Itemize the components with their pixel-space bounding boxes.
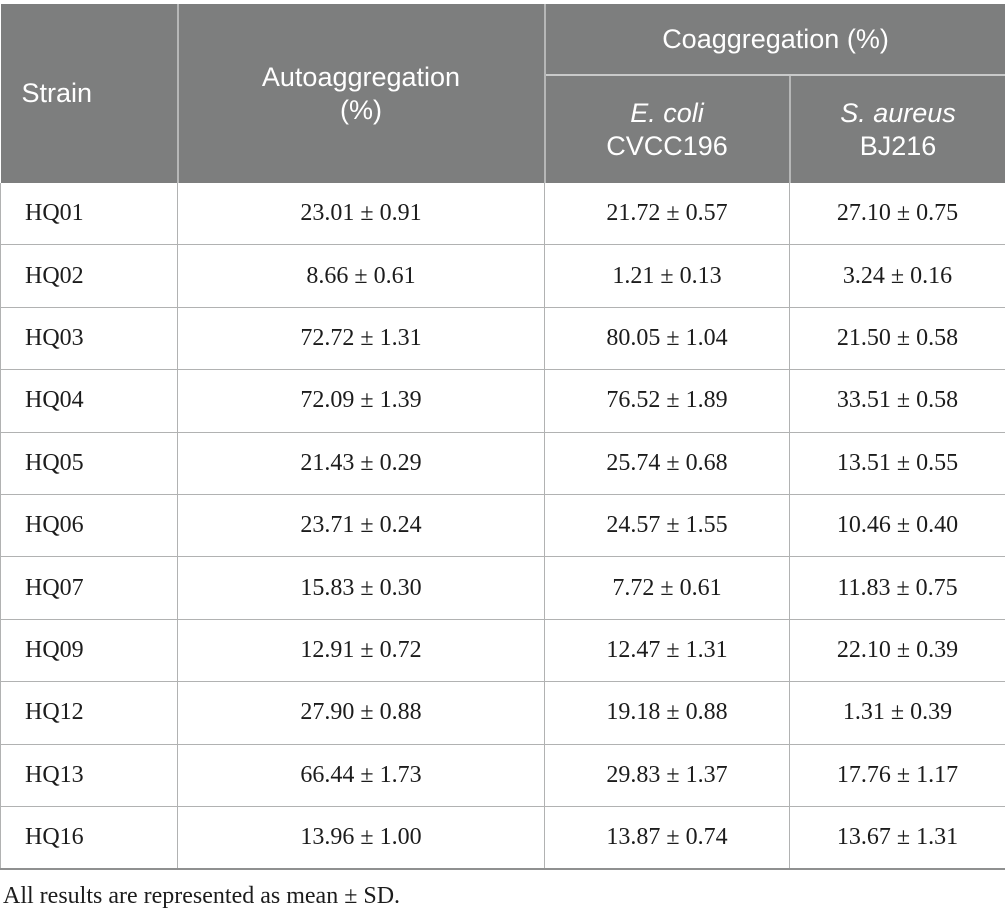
cell-autoaggregation: 66.44 ± 1.73 [177,744,545,807]
cell-strain: HQ04 [0,369,178,433]
cell-coagg-saureus: 33.51 ± 0.58 [789,369,1005,433]
table-row: HQ05 21.43 ± 0.29 25.74 ± 0.68 13.51 ± 0… [0,432,1005,495]
cell-autoaggregation: 27.90 ± 0.88 [177,681,545,745]
header-saureus-code: BJ216 [859,130,937,161]
cell-strain: HQ01 [0,183,178,246]
cell-coagg-saureus: 11.83 ± 0.75 [789,556,1005,620]
header-ecoli-code: CVCC196 [606,130,728,161]
aggregation-table: Strain Autoaggregation (%) Coaggregation… [0,4,1005,871]
header-autoaggregation-line2: (%) [340,94,382,125]
cell-coagg-saureus: 22.10 ± 0.39 [789,619,1005,683]
cell-strain: HQ07 [0,556,178,620]
cell-coagg-saureus: 1.31 ± 0.39 [789,681,1005,745]
cell-coagg-ecoli: 12.47 ± 1.31 [544,619,790,683]
cell-strain: HQ02 [0,244,178,308]
cell-coagg-ecoli: 29.83 ± 1.37 [544,744,790,807]
table-header: Strain Autoaggregation (%) Coaggregation… [0,4,1005,183]
cell-coagg-ecoli: 7.72 ± 0.61 [544,556,790,620]
cell-autoaggregation: 21.43 ± 0.29 [177,432,545,495]
table-row: HQ13 66.44 ± 1.73 29.83 ± 1.37 17.76 ± 1… [0,744,1005,807]
table-footnote: All results are represented as mean ± SD… [3,883,401,910]
table-body: HQ01 23.01 ± 0.91 21.72 ± 0.57 27.10 ± 0… [0,183,1005,871]
cell-coagg-saureus: 27.10 ± 0.75 [789,183,1005,246]
header-saureus: S. aureus BJ216 [789,75,1005,183]
table-row: HQ01 23.01 ± 0.91 21.72 ± 0.57 27.10 ± 0… [0,183,1005,246]
cell-autoaggregation: 23.01 ± 0.91 [177,183,545,246]
cell-strain: HQ16 [0,806,178,871]
cell-coagg-saureus: 13.51 ± 0.55 [789,432,1005,495]
cell-autoaggregation: 72.72 ± 1.31 [177,307,545,371]
cell-autoaggregation: 8.66 ± 0.61 [177,244,545,308]
header-coaggregation: Coaggregation (%) [544,4,1005,76]
cell-coagg-saureus: 10.46 ± 0.40 [789,494,1005,558]
cell-strain: HQ03 [0,307,178,371]
cell-autoaggregation: 72.09 ± 1.39 [177,369,545,433]
cell-autoaggregation: 15.83 ± 0.30 [177,556,545,620]
header-autoaggregation-line1: Autoaggregation [261,61,461,92]
table-row: HQ12 27.90 ± 0.88 19.18 ± 0.88 1.31 ± 0.… [0,681,1005,745]
cell-coagg-ecoli: 21.72 ± 0.57 [544,183,790,246]
cell-strain: HQ12 [0,681,178,745]
table-row: HQ02 8.66 ± 0.61 1.21 ± 0.13 3.24 ± 0.16 [0,244,1005,308]
cell-coagg-ecoli: 76.52 ± 1.89 [544,369,790,433]
header-strain: Strain [0,4,179,183]
table-row: HQ16 13.96 ± 1.00 13.87 ± 0.74 13.67 ± 1… [0,806,1005,871]
cell-strain: HQ09 [0,619,178,683]
cell-coagg-ecoli: 19.18 ± 0.88 [544,681,790,745]
cell-coagg-ecoli: 25.74 ± 0.68 [544,432,790,495]
table-row: HQ04 72.09 ± 1.39 76.52 ± 1.89 33.51 ± 0… [0,369,1005,433]
cell-coagg-ecoli: 13.87 ± 0.74 [544,806,790,871]
cell-coagg-ecoli: 24.57 ± 1.55 [544,494,790,558]
cell-coagg-saureus: 3.24 ± 0.16 [789,244,1005,308]
header-row-main: Strain Autoaggregation (%) Coaggregation… [0,4,1005,183]
table-row: HQ09 12.91 ± 0.72 12.47 ± 1.31 22.10 ± 0… [0,619,1005,683]
cell-autoaggregation: 12.91 ± 0.72 [177,619,545,683]
cell-coagg-saureus: 21.50 ± 0.58 [789,307,1005,371]
header-autoaggregation: Autoaggregation (%) [177,4,546,183]
header-saureus-species: S. aureus [840,97,956,128]
cell-coagg-saureus: 13.67 ± 1.31 [789,806,1005,871]
header-ecoli-species: E. coli [630,97,704,128]
cell-coagg-ecoli: 80.05 ± 1.04 [544,307,790,371]
header-ecoli: E. coli CVCC196 [544,75,791,183]
header-row-sub: E. coli CVCC196 S. aureus BJ216 [1,75,1005,183]
cell-autoaggregation: 23.71 ± 0.24 [177,494,545,558]
cell-strain: HQ05 [0,432,178,495]
cell-strain: HQ06 [0,494,178,558]
table-row: HQ03 72.72 ± 1.31 80.05 ± 1.04 21.50 ± 0… [0,307,1005,371]
table-row: HQ07 15.83 ± 0.30 7.72 ± 0.61 11.83 ± 0.… [0,556,1005,620]
cell-strain: HQ13 [0,744,178,807]
table-row: HQ06 23.71 ± 0.24 24.57 ± 1.55 10.46 ± 0… [0,494,1005,558]
cell-coagg-ecoli: 1.21 ± 0.13 [544,244,790,308]
cell-coagg-saureus: 17.76 ± 1.17 [789,744,1005,807]
cell-autoaggregation: 13.96 ± 1.00 [177,806,545,871]
